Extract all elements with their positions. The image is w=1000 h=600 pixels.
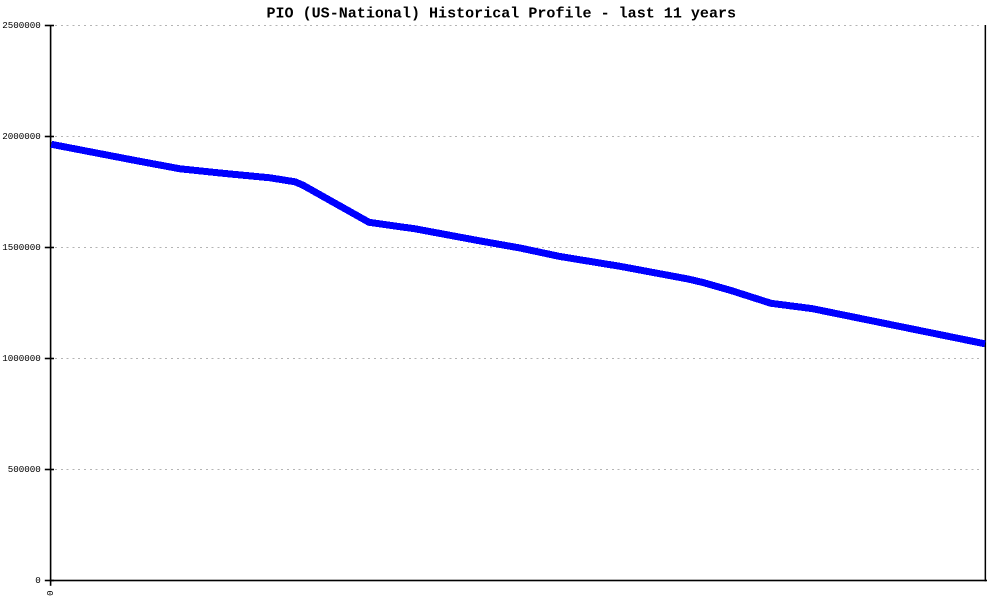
svg-text:0: 0 (46, 590, 56, 595)
svg-text:2000000: 2000000 (2, 131, 41, 142)
svg-text:1500000: 1500000 (2, 242, 41, 253)
svg-text:1000000: 1000000 (2, 353, 41, 364)
svg-text:0: 0 (35, 575, 41, 586)
svg-text:2500000: 2500000 (2, 20, 41, 31)
svg-text:500000: 500000 (8, 464, 41, 475)
svg-text:PIO (US-National) Historical P: PIO (US-National) Historical Profile - l… (267, 5, 737, 23)
